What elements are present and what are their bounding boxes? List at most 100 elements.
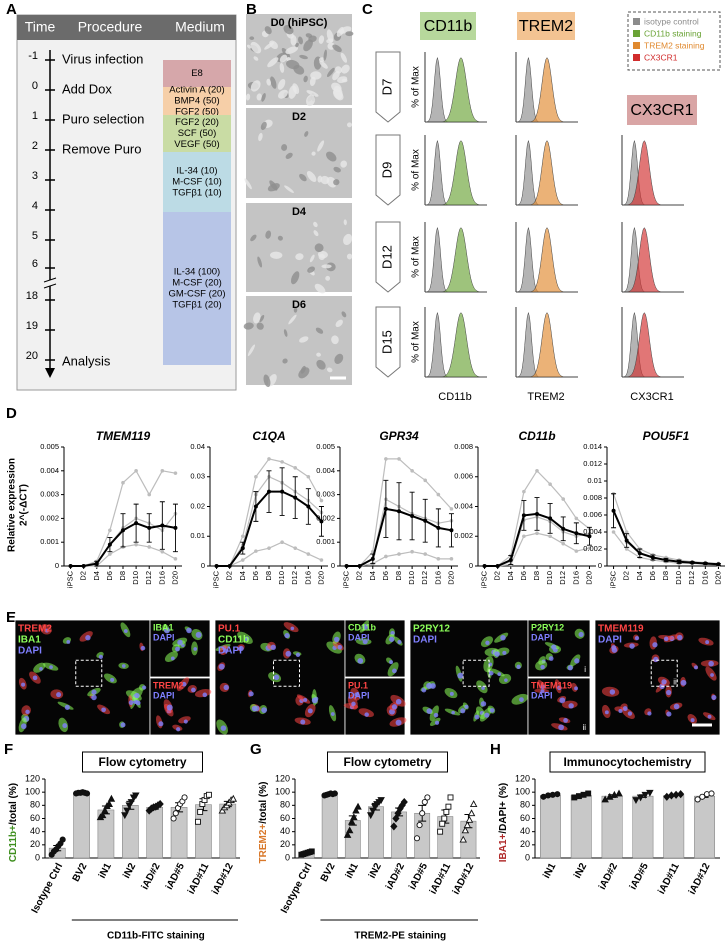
panel-letter: D [6, 405, 17, 422]
chart-title: Immunocytochemistry [563, 755, 691, 769]
cell [247, 44, 252, 49]
line-point [449, 528, 454, 533]
chart-title: Flow cytometry [343, 755, 431, 769]
nucleus [693, 665, 698, 670]
legend-swatch [633, 42, 640, 49]
y-axis-label: CD11b+/total (%) [8, 783, 19, 862]
nucleus [551, 644, 557, 650]
legend-text: CX3CR1 [644, 52, 678, 62]
line-point [267, 546, 271, 550]
cell [33, 662, 46, 673]
cell [306, 94, 316, 107]
line-point [240, 546, 245, 551]
panel-letter: F [4, 741, 13, 758]
nucleus [32, 675, 38, 681]
cell [335, 319, 343, 328]
y-tick-label: 40 [30, 826, 40, 836]
timepoint: 19 [26, 320, 38, 332]
day-label: D9 [379, 162, 394, 179]
day-chevron [375, 306, 401, 378]
line-point [267, 457, 271, 461]
nucleus [337, 644, 343, 650]
nucleus [91, 689, 97, 695]
y-tick-label: 0.004 [40, 466, 59, 475]
chart-title: GPR34 [379, 429, 419, 443]
data-point [308, 848, 315, 855]
x-tick-label: D10 [407, 571, 416, 585]
nucleus [39, 667, 43, 671]
bar [539, 795, 561, 859]
cell [319, 60, 328, 69]
timepoint: 6 [32, 258, 38, 270]
nucleus [220, 725, 227, 731]
y-tick-label: 0.004 [454, 501, 473, 510]
x-tick-label: D4 [368, 571, 377, 581]
panel-letter: B [246, 1, 257, 18]
line-point [134, 542, 138, 547]
nucleus [389, 660, 394, 665]
nucleus [434, 720, 440, 725]
stain-label: DAPI [531, 690, 553, 700]
cell [317, 140, 325, 152]
line-point [147, 525, 152, 530]
histogram [516, 227, 578, 293]
y-axis-label: 2^(-ΔCT) [19, 484, 30, 526]
medium-block [163, 60, 231, 87]
chart-title: C1QA [252, 429, 285, 443]
nucleus [85, 635, 91, 641]
panel-letter: H [490, 741, 501, 758]
cell [314, 243, 324, 253]
medium-text: IL-34 (100) [174, 267, 220, 278]
cell [266, 78, 271, 86]
cell [299, 336, 309, 343]
cell [333, 179, 340, 186]
legend-box [627, 11, 721, 71]
line-point [384, 554, 388, 559]
data-point [352, 806, 360, 814]
nucleus [433, 712, 439, 718]
line-point [147, 492, 152, 497]
data-point [641, 791, 649, 799]
line-point [68, 564, 73, 568]
line-point [121, 528, 125, 533]
nucleus [166, 704, 173, 711]
nucleus [175, 646, 180, 652]
nucleus [485, 640, 490, 645]
cell [250, 80, 261, 92]
cell [244, 178, 252, 190]
medium-text: Activin A (20) [169, 85, 224, 96]
line-point [624, 530, 629, 534]
nucleus [677, 634, 683, 641]
y-tick-label: 20 [520, 839, 530, 849]
cell [284, 185, 294, 194]
cell [341, 311, 347, 318]
x-tick-label: D20 [446, 571, 455, 585]
x-tick-label: D2 [493, 571, 502, 581]
zoom-box [650, 659, 678, 687]
nucleus [481, 686, 485, 690]
nucleus [494, 651, 500, 657]
x-tick-label: D12 [290, 571, 299, 585]
y-tick-label: 0.006 [583, 510, 602, 519]
nucleus [49, 665, 53, 670]
bar [663, 795, 685, 859]
y-tick-label: 0.01 [587, 476, 602, 485]
data-point [636, 794, 645, 802]
x-tick-label: D10 [131, 571, 140, 585]
nucleus [251, 705, 258, 712]
line-point [574, 549, 579, 553]
panel-letter: C [362, 1, 373, 18]
x-tick-label: D12 [558, 571, 567, 585]
timepoint: -1 [28, 50, 38, 62]
nucleus [140, 645, 146, 651]
cell [264, 26, 272, 35]
x-tick-label: D2 [355, 571, 364, 581]
data-point [424, 794, 431, 801]
line-point [134, 521, 139, 526]
stain-label: CD11b [348, 622, 377, 632]
timepoint: 1 [32, 110, 38, 122]
chart-title: POU5F1 [643, 429, 690, 443]
timepoint: 4 [32, 200, 38, 212]
line-point [637, 551, 642, 556]
x-tick-label: D8 [532, 571, 541, 581]
